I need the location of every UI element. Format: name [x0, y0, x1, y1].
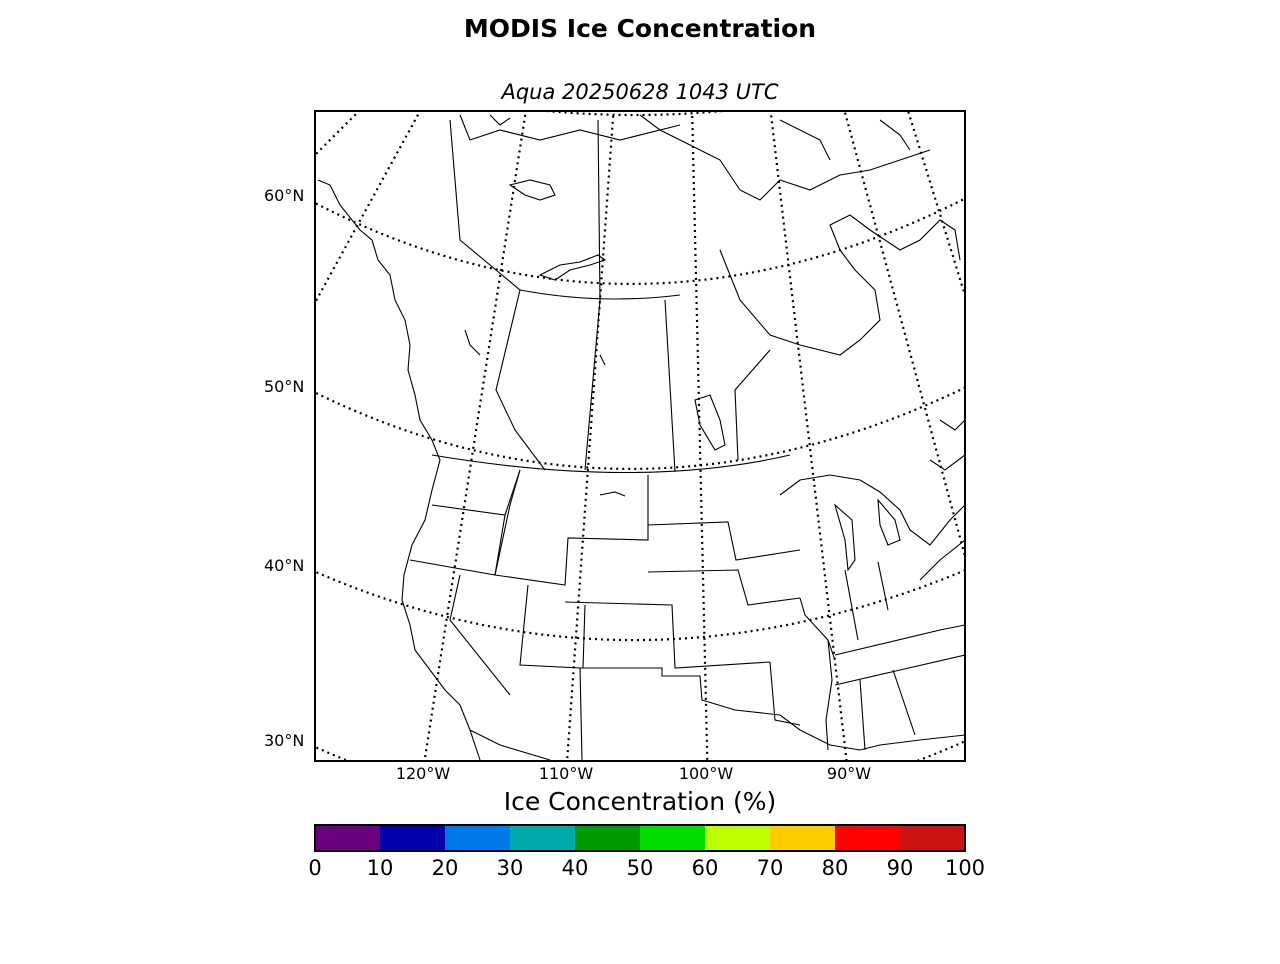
lat-label-40n: 40°N [264, 556, 305, 575]
id-mt [494, 469, 521, 576]
manitoba-ontario-border [734, 349, 771, 461]
meridian-140w [315, 111, 361, 157]
mississippi-river [825, 639, 833, 751]
lon-label-90w: 90°W [826, 764, 872, 783]
hudson-bay-coast [719, 214, 961, 356]
great-slave-lake [538, 254, 607, 281]
misc-lakes [464, 329, 606, 366]
gulf-coast [469, 714, 965, 761]
meridian-70w [906, 111, 965, 299]
pacific-coast [317, 179, 481, 761]
or-nv-id [409, 514, 506, 576]
colorbar-tick-label: 80 [821, 856, 849, 880]
colorbar-tick-label: 50 [626, 856, 654, 880]
meridian-90w [769, 111, 848, 761]
parallel-50n [315, 386, 965, 470]
meridian-110w [565, 111, 615, 761]
ca-nv [449, 574, 511, 696]
great-lakes-shore [779, 474, 965, 546]
lat-label-50n: 50°N [264, 377, 305, 396]
nd-sd-mn [647, 521, 801, 561]
nwt-nunavut-border [597, 119, 601, 301]
parallel-40n [315, 569, 965, 642]
lat-label-60n: 60°N [264, 186, 305, 205]
lake-michigan [833, 503, 856, 572]
alberta-sask-border [584, 299, 601, 471]
lon-label-120w: 120°W [395, 764, 451, 783]
bc-alberta-border [449, 119, 546, 471]
us-canada-border [431, 454, 791, 474]
lon-label-110w: 110°W [538, 764, 594, 783]
great-bear-lake [508, 179, 556, 201]
meridian-130w [315, 111, 422, 305]
colorbar-title: Ice Concentration (%) [503, 787, 777, 816]
map-content [315, 111, 965, 761]
meridians [315, 111, 965, 761]
tn-ky [834, 624, 965, 656]
mo-il [799, 597, 836, 661]
wa-or-id [431, 469, 521, 516]
ms-al-ga [834, 654, 965, 686]
ok-ar [769, 661, 801, 726]
lat-label-30n: 30°N [264, 731, 305, 750]
il-in [844, 569, 859, 641]
ms-al [859, 679, 866, 751]
colorbar-tick-label: 10 [366, 856, 394, 880]
lake-sakakawea [599, 491, 626, 497]
colorbar-tick-label: 60 [691, 856, 719, 880]
ut-co [582, 604, 586, 669]
co-ks-ok [564, 601, 771, 669]
colorbar-tick-label: 100 [944, 856, 986, 880]
colorbar-tick-label: 30 [496, 856, 524, 880]
quebec-coast [929, 419, 965, 471]
in-oh [877, 561, 889, 611]
colorbar-tick-label: 0 [308, 856, 322, 880]
parallels [315, 111, 965, 761]
arctic-islands [489, 114, 911, 161]
map-frame [314, 110, 966, 762]
colorbar-tick-label: 90 [886, 856, 914, 880]
nm-tx-ok [580, 667, 781, 716]
al-ga [892, 669, 916, 736]
meridian-120w [423, 111, 527, 761]
lake-winnipeg [694, 394, 726, 451]
meridian-100w [691, 111, 709, 761]
map-title: MODIS Ice Concentration [463, 14, 817, 43]
lake-huron [877, 498, 901, 546]
sd-ne-ia [647, 569, 801, 606]
id-mt-wy [494, 475, 649, 586]
arctic-coast [459, 114, 931, 201]
ut-az-nm [519, 584, 583, 761]
colorbar-tick-label: 70 [756, 856, 784, 880]
colorbar-tick-label: 40 [561, 856, 589, 880]
coastlines [317, 114, 965, 761]
colorbar-tick-label: 20 [431, 856, 459, 880]
east-coast [919, 539, 965, 581]
lon-label-100w: 100°W [678, 764, 734, 783]
sask-manitoba-border [664, 299, 676, 473]
parallel-70n [536, 111, 734, 117]
map-subtitle: Aqua 20250628 1043 UTC [501, 80, 779, 104]
parallel-60n [315, 197, 965, 285]
